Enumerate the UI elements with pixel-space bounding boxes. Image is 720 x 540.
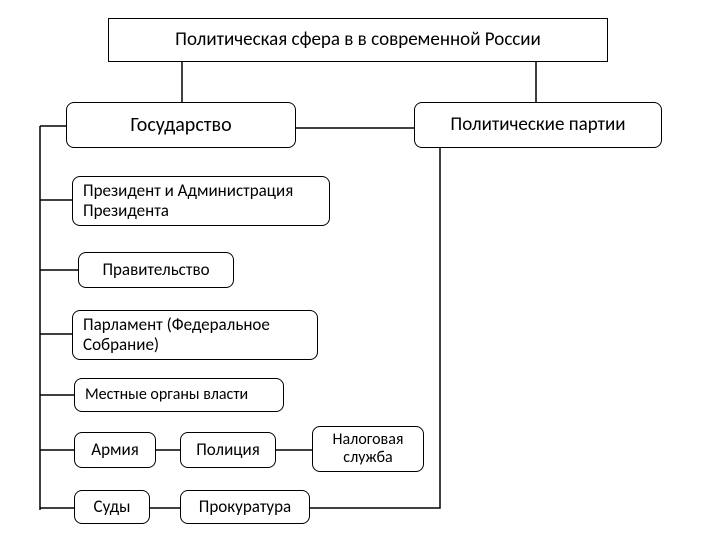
- node-parties-label: Политические партии: [450, 114, 625, 136]
- node-parliament: Парламент (Федеральное Собрание): [72, 310, 318, 360]
- node-root-label: Политическая сфера в в современной Росси…: [175, 29, 541, 51]
- node-police-label: Полиция: [196, 440, 260, 460]
- node-parl-label: Парламент (Федеральное Собрание): [83, 315, 307, 354]
- node-prosecutor: Прокуратура: [180, 490, 310, 524]
- node-local-authorities: Местные органы власти: [74, 378, 284, 412]
- node-army: Армия: [74, 432, 156, 468]
- node-tax-service: Налоговая служба: [312, 426, 424, 472]
- node-army-label: Армия: [91, 440, 139, 460]
- diagram-stage: Политическая сфера в в современной Росси…: [0, 0, 720, 540]
- node-courts: Суды: [74, 490, 150, 524]
- node-state-label: Государство: [130, 114, 231, 137]
- node-govt-label: Правительство: [102, 260, 209, 280]
- node-local-label: Местные органы власти: [85, 386, 248, 404]
- node-prosec-label: Прокуратура: [199, 497, 291, 517]
- node-root: Политическая сфера в в современной Росси…: [108, 18, 608, 62]
- node-tax-label: Налоговая служба: [323, 431, 413, 468]
- node-president: Президент и Администрация Президента: [72, 176, 330, 226]
- node-state: Государство: [66, 102, 296, 148]
- node-courts-label: Суды: [94, 497, 131, 517]
- node-government: Правительство: [78, 252, 234, 288]
- node-president-label: Президент и Администрация Президента: [83, 181, 319, 220]
- node-police: Полиция: [180, 432, 276, 468]
- node-political-parties: Политические партии: [414, 102, 662, 148]
